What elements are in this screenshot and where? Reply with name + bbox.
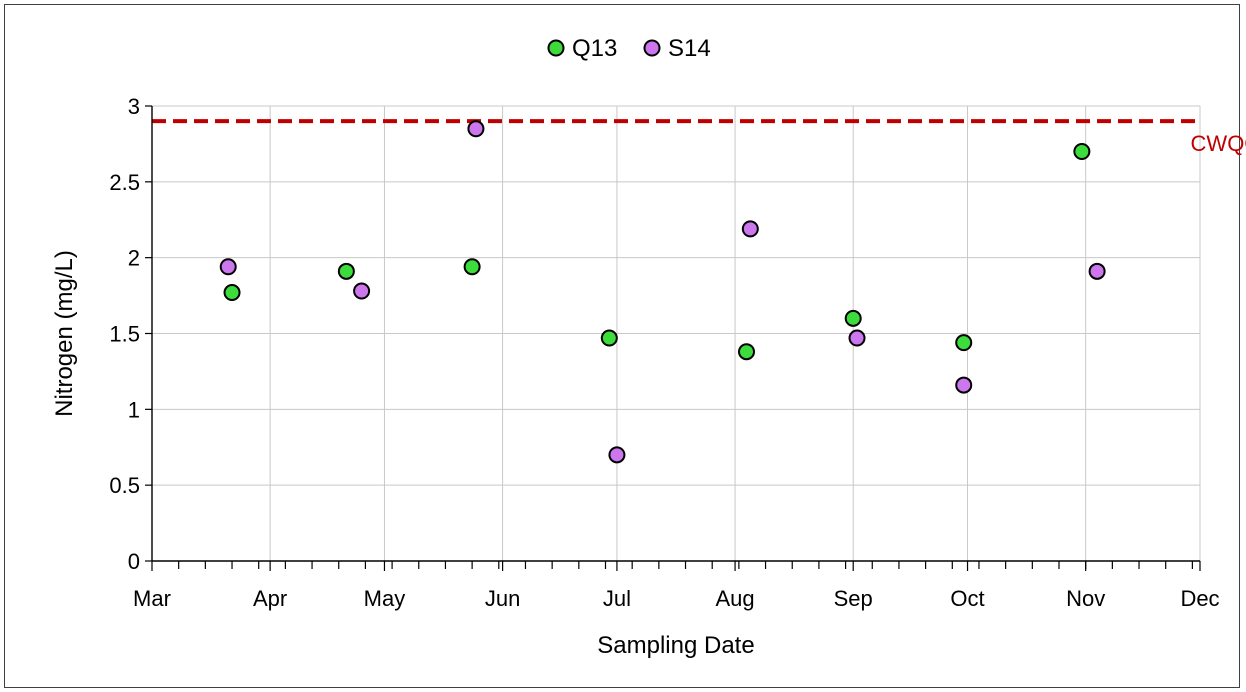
- y-tick-label: 2: [128, 246, 140, 271]
- x-tick-label: Jul: [603, 586, 631, 611]
- data-point-s14: [955, 376, 973, 394]
- x-tick-label: Sep: [834, 586, 873, 611]
- y-tick-label: 0: [128, 549, 140, 574]
- legend-label: Q13: [572, 35, 617, 62]
- y-tick-label: 2.5: [109, 170, 140, 195]
- x-tick-label: May: [364, 586, 406, 611]
- legend-label: S14: [668, 35, 711, 62]
- x-tick-label: Dec: [1180, 586, 1219, 611]
- data-point-s14: [608, 446, 626, 464]
- reference-line-group: CWQG: [152, 119, 1246, 156]
- y-axis-title: Nitrogen (mg/L): [51, 250, 78, 417]
- x-axis-title: Sampling Date: [597, 632, 754, 659]
- grid: [152, 105, 1201, 561]
- axes: 0 0.5 1 1.5 2 2.5 3 Mar Apr May Jun Jul Aug Sep Oct Nov…: [109, 94, 1219, 611]
- data-points: [219, 120, 1106, 464]
- x-tick-label: Jun: [485, 586, 520, 611]
- y-tick-label: 1: [128, 397, 140, 422]
- legend-marker: [547, 39, 565, 57]
- data-point-q13: [463, 258, 481, 276]
- data-point-q13: [844, 309, 862, 327]
- data-point-s14: [353, 282, 371, 300]
- chart-frame: [4, 4, 1240, 688]
- legend: Q13 S14: [547, 35, 711, 62]
- x-tick-label: Aug: [715, 586, 754, 611]
- data-point-s14: [1088, 262, 1106, 280]
- data-point-q13: [600, 329, 618, 347]
- x-tick-label: Nov: [1066, 586, 1105, 611]
- data-point-q13: [738, 343, 756, 361]
- x-tick-label: Oct: [950, 586, 984, 611]
- data-point-q13: [337, 262, 355, 280]
- legend-marker: [643, 39, 661, 57]
- data-point-q13: [1073, 143, 1091, 160]
- data-point-q13: [223, 284, 241, 302]
- reference-line-label: CWQG: [1191, 131, 1246, 156]
- x-tick-label: Apr: [253, 586, 287, 611]
- y-tick-label: 3: [128, 94, 140, 119]
- y-tick-label: 1.5: [109, 322, 140, 347]
- data-point-s14: [219, 258, 237, 276]
- data-point-s14: [848, 329, 866, 347]
- data-point-s14: [467, 120, 485, 138]
- data-point-s14: [741, 220, 759, 238]
- y-tick-label: 0.5: [109, 473, 140, 498]
- x-tick-label: Mar: [133, 586, 171, 611]
- data-point-q13: [955, 334, 973, 352]
